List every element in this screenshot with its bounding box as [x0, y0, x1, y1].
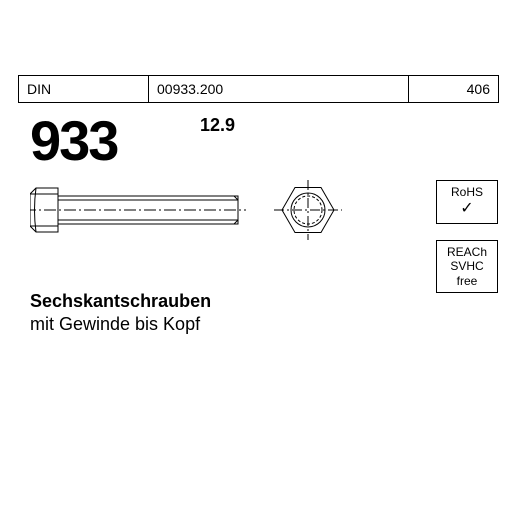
header-num: 406 [409, 76, 499, 103]
din-number: 933 [30, 108, 117, 173]
reach-line1: REACh [439, 245, 495, 259]
reach-line3: free [439, 274, 495, 288]
rohs-badge: RoHS ✓ [436, 180, 498, 224]
bolt-drawing [30, 175, 370, 245]
header-table: DIN 00933.200 406 [18, 75, 499, 103]
check-icon: ✓ [439, 199, 495, 218]
reach-line2: SVHC [439, 259, 495, 273]
strength-grade: 12.9 [200, 115, 235, 136]
description-line2: mit Gewinde bis Kopf [30, 313, 211, 336]
description: Sechskantschrauben mit Gewinde bis Kopf [30, 290, 211, 337]
reach-badge: REACh SVHC free [436, 240, 498, 293]
description-line1: Sechskantschrauben [30, 290, 211, 313]
header-code: 00933.200 [149, 76, 409, 103]
rohs-label: RoHS [439, 185, 495, 199]
header-standard: DIN [19, 76, 149, 103]
